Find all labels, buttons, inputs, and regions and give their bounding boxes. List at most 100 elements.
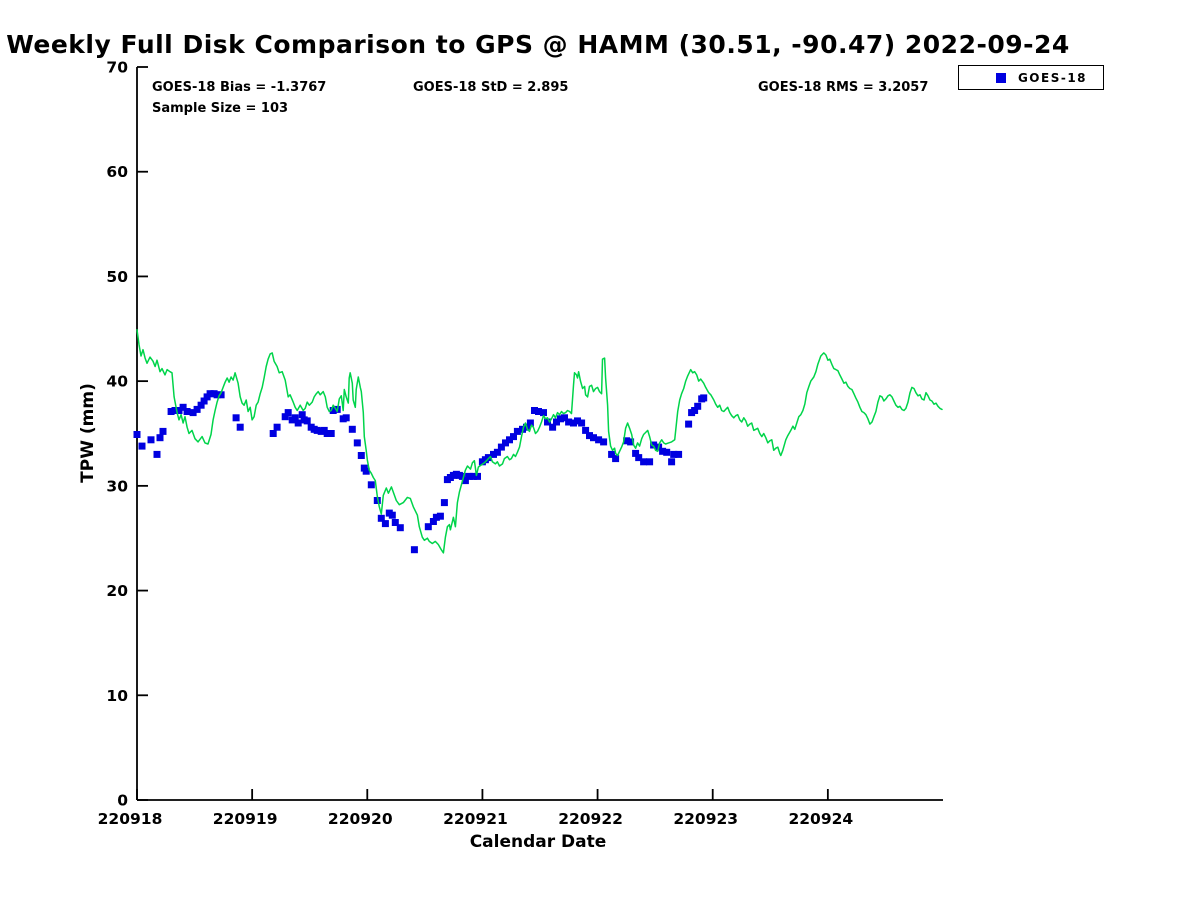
goes18-point bbox=[281, 413, 289, 421]
y-tick-label: 20 bbox=[106, 582, 128, 600]
goes18-point bbox=[675, 450, 683, 458]
goes18-point bbox=[490, 450, 497, 458]
goes18-point bbox=[303, 417, 311, 425]
x-tick-label: 220921 bbox=[443, 810, 508, 828]
x-tick-label: 220923 bbox=[673, 810, 738, 828]
goes18-point bbox=[236, 423, 244, 431]
goes18-point bbox=[608, 450, 616, 458]
goes18-point bbox=[700, 394, 708, 402]
goes18-point bbox=[535, 408, 542, 415]
goes18-point bbox=[436, 512, 444, 520]
goes18-point bbox=[612, 455, 620, 463]
legend: GOES-18 bbox=[958, 65, 1104, 90]
goes18-point bbox=[565, 418, 573, 426]
y-tick-label: 10 bbox=[106, 687, 128, 705]
goes18-point bbox=[373, 497, 381, 504]
goes18-point bbox=[540, 409, 547, 417]
goes18-point bbox=[388, 511, 396, 519]
goes18-point bbox=[458, 472, 466, 480]
goes18-point bbox=[510, 433, 517, 441]
goes18-point bbox=[474, 472, 481, 480]
goes18-point bbox=[663, 448, 671, 456]
goes18-point bbox=[632, 449, 640, 457]
goes18-point bbox=[557, 415, 564, 423]
chart-title: Weekly Full Disk Comparison to GPS @ HAM… bbox=[6, 30, 1070, 59]
goes18-point bbox=[570, 419, 577, 427]
goes18-point bbox=[694, 402, 702, 410]
goes18-point bbox=[469, 472, 477, 480]
goes18-point bbox=[561, 414, 568, 422]
goes18-point bbox=[193, 405, 201, 413]
y-tick-label: 30 bbox=[106, 477, 128, 495]
goes18-point bbox=[506, 436, 513, 444]
goes18-point bbox=[133, 431, 141, 438]
goes18-point bbox=[313, 426, 321, 434]
goes18-point bbox=[497, 443, 505, 451]
goes18-point bbox=[357, 452, 365, 459]
goes18-point bbox=[179, 403, 187, 411]
goes18-point bbox=[391, 519, 399, 526]
stat-bias: GOES-18 Bias = -1.3767 bbox=[152, 80, 327, 95]
goes18-point bbox=[502, 439, 509, 447]
goes18-point bbox=[200, 397, 208, 405]
goes18-point bbox=[323, 430, 331, 437]
goes18-point bbox=[232, 414, 240, 422]
goes18-point bbox=[424, 523, 432, 531]
goes18-point bbox=[590, 434, 597, 442]
goes18-point bbox=[429, 518, 437, 525]
goes18-point bbox=[668, 458, 676, 466]
y-tick-label: 60 bbox=[106, 163, 128, 181]
goes18-point bbox=[217, 391, 225, 399]
goes18-point bbox=[670, 450, 678, 458]
goes18-point bbox=[183, 408, 191, 415]
goes18-point bbox=[298, 411, 306, 419]
x-tick-label: 220920 bbox=[328, 810, 393, 828]
goes18-point bbox=[362, 467, 370, 475]
stat-rms: GOES-18 RMS = 3.2057 bbox=[758, 80, 929, 95]
goes18-point bbox=[461, 477, 469, 485]
goes18-point bbox=[635, 454, 643, 462]
goes18-point bbox=[159, 427, 167, 435]
goes18-point bbox=[377, 514, 385, 522]
goes18-point bbox=[578, 419, 586, 427]
legend-square-marker-icon bbox=[996, 72, 1006, 83]
x-tick-label: 220919 bbox=[213, 810, 278, 828]
goes18-point bbox=[685, 420, 693, 428]
goes18-point bbox=[549, 423, 557, 431]
goes18-point bbox=[432, 513, 440, 521]
goes18-point bbox=[291, 414, 299, 422]
goes18-point bbox=[586, 432, 593, 440]
goes18-point bbox=[189, 409, 197, 417]
y-tick-label: 70 bbox=[106, 59, 128, 77]
goes18-point bbox=[646, 458, 654, 466]
y-tick-label: 0 bbox=[117, 792, 128, 810]
stat-std: GOES-18 StD = 2.895 bbox=[413, 80, 569, 95]
stat-sample-size: Sample Size = 103 bbox=[152, 101, 289, 116]
y-axis-label: TPW (mm) bbox=[78, 383, 98, 483]
goes18-point bbox=[329, 407, 337, 414]
goes18-point bbox=[600, 438, 608, 446]
goes18-point bbox=[167, 408, 175, 415]
goes18-point bbox=[582, 426, 590, 434]
goes18-point bbox=[650, 441, 658, 449]
goes18-point bbox=[595, 436, 603, 444]
goes18-point bbox=[691, 407, 699, 414]
goes18-point bbox=[327, 430, 335, 437]
goes18-point bbox=[273, 423, 281, 431]
goes18-point bbox=[623, 437, 631, 445]
goes18-point bbox=[269, 430, 277, 437]
goes18-point bbox=[353, 439, 361, 447]
goes18-point bbox=[284, 409, 292, 417]
goes18-point bbox=[553, 418, 560, 426]
goes18-point bbox=[197, 401, 205, 409]
goes18-point bbox=[342, 414, 350, 422]
goes18-point bbox=[531, 407, 538, 414]
x-tick-label: 220922 bbox=[558, 810, 623, 828]
goes18-point bbox=[513, 427, 521, 435]
goes18-point bbox=[574, 417, 581, 425]
x-axis-label: Calendar Date bbox=[469, 832, 607, 852]
goes18-point bbox=[381, 520, 389, 528]
x-tick-label: 220924 bbox=[788, 810, 853, 828]
y-tick-label: 40 bbox=[106, 373, 128, 391]
goes18-point bbox=[294, 419, 302, 427]
